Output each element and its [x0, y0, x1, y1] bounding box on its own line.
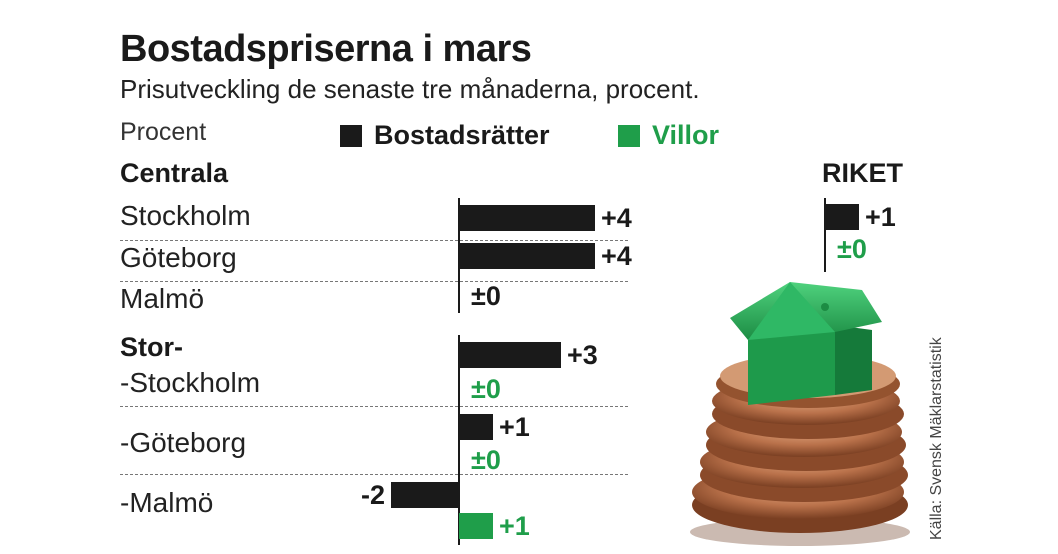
centrala-0-bostadsratter-bar: [459, 205, 595, 231]
row-separator: [120, 240, 628, 241]
centrala-2-bostadsratter-value-label: ±0: [471, 281, 501, 311]
chart-title: Bostadspriserna i mars: [120, 28, 532, 70]
stor-0-villor-value-label: ±0: [471, 374, 501, 404]
row-separator: [120, 406, 628, 407]
legend-bostadsratter: Bostadsrätter: [340, 120, 550, 151]
stor-2-bostadsratter-value-label: -2: [361, 480, 385, 510]
stor-1-bostadsratter-bar: [459, 414, 493, 440]
source-credit: Källa: Svensk Mäklarstatistik: [928, 337, 945, 540]
stor-0-bostadsratter-value-label: +3: [567, 340, 598, 370]
stor-2-villor-value-label: +1: [499, 511, 530, 541]
legend-swatch-icon: [618, 124, 640, 147]
stor-2-bostadsratter-bar: [391, 482, 459, 508]
legend-label: Villor: [652, 120, 720, 150]
riket-villor-value-label: ±0: [837, 234, 867, 264]
group-heading-riket: RIKET: [822, 158, 903, 188]
stor-2-villor-bar: [459, 513, 493, 539]
centrala-1-bostadsratter-value-label: +4: [601, 241, 632, 271]
category-label-malmo: Malmö: [120, 283, 205, 314]
group-heading-stor: Stor-: [120, 332, 183, 362]
legend-swatch-icon: [340, 124, 362, 147]
row-separator: [120, 281, 628, 282]
centrala-0-bostadsratter-value-label: +4: [601, 203, 632, 233]
category-label-stor-malmo: -Malmö: [120, 487, 214, 518]
stor-1-bostadsratter-value-label: +1: [499, 412, 530, 442]
category-label-goteborg: Göteborg: [120, 242, 237, 273]
group-heading-centrala: Centrala: [120, 158, 229, 188]
category-label-stockholm: Stockholm: [120, 200, 251, 231]
riket-bostadsratter-bar: [825, 204, 859, 230]
legend-label: Bostadsrätter: [374, 120, 550, 150]
unit-label: Procent: [120, 118, 207, 146]
chart-subtitle: Prisutveckling de senaste tre månaderna,…: [120, 74, 700, 104]
stor-0-bostadsratter-bar: [459, 342, 561, 368]
category-label-stor-stockholm: -Stockholm: [120, 367, 261, 398]
row-separator: [120, 474, 628, 475]
category-label-stor-goteborg: -Göteborg: [120, 427, 247, 458]
legend-villor: Villor: [618, 120, 719, 151]
coin-stack-house-illustration: [690, 282, 910, 546]
riket-bostadsratter-value-label: +1: [865, 202, 896, 232]
stor-1-villor-value-label: ±0: [471, 445, 501, 475]
centrala-1-bostadsratter-bar: [459, 243, 595, 269]
